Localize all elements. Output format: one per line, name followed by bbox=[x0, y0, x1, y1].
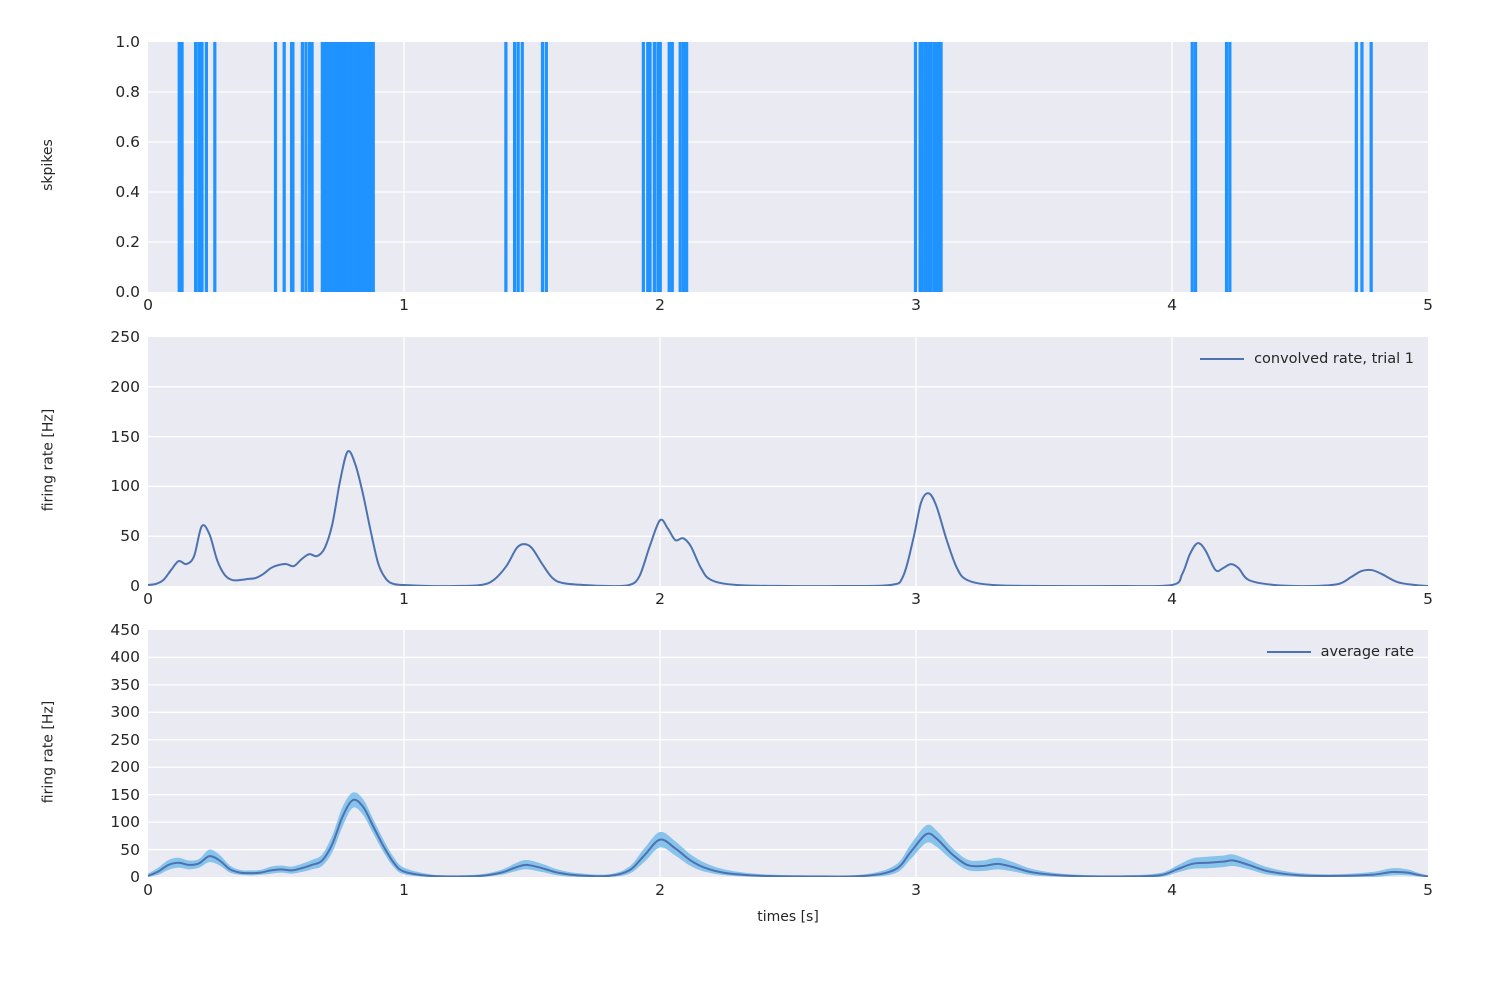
ylabel-middle: firing rate [Hz] bbox=[40, 408, 56, 511]
xtick-label-top-3: 3 bbox=[911, 296, 921, 314]
xtick-label-bottom-3: 3 bbox=[911, 881, 921, 899]
ytick-label-bottom-5: 250 bbox=[110, 730, 140, 749]
ytick-label-top-2: 0.4 bbox=[115, 183, 140, 201]
legend-label: average rate bbox=[1320, 644, 1414, 660]
gridlines-bottom bbox=[148, 630, 1428, 877]
xtick-label-bottom-2: 2 bbox=[655, 881, 665, 899]
xtick-label-top-2: 2 bbox=[655, 296, 665, 314]
ytick-label-bottom-2: 100 bbox=[110, 813, 140, 832]
ytick-label-bottom-1: 50 bbox=[120, 840, 140, 859]
ytick-label-middle-4: 200 bbox=[110, 377, 140, 396]
confidence-band bbox=[148, 792, 1428, 877]
legend-label: convolved rate, trial 1 bbox=[1254, 351, 1414, 367]
ytick-label-middle-1: 50 bbox=[120, 527, 140, 546]
ytick-label-bottom-9: 450 bbox=[110, 621, 140, 639]
ytick-label-middle-5: 250 bbox=[110, 328, 140, 346]
xtick-label-top-4: 4 bbox=[1167, 296, 1177, 314]
legend-line-swatch bbox=[1266, 651, 1311, 653]
xtick-label-middle-1: 1 bbox=[399, 590, 409, 608]
legend-line-swatch bbox=[1200, 358, 1245, 360]
ytick-label-bottom-6: 300 bbox=[110, 703, 140, 722]
series-line-0 bbox=[148, 449, 1428, 586]
gridlines-middle bbox=[148, 337, 1428, 586]
plot-area-bottom bbox=[148, 630, 1428, 877]
xtick-label-bottom-4: 4 bbox=[1167, 881, 1177, 899]
ytick-label-bottom-4: 200 bbox=[110, 758, 140, 777]
spike-raster bbox=[177, 42, 1373, 292]
xtick-label-middle-2: 2 bbox=[655, 590, 665, 608]
ytick-label-bottom-7: 350 bbox=[110, 675, 140, 694]
xtick-label-middle-0: 0 bbox=[143, 590, 153, 608]
xtick-label-bottom-0: 0 bbox=[143, 881, 153, 899]
ytick-label-top-4: 0.8 bbox=[115, 83, 140, 101]
ylabel-bottom: firing rate [Hz] bbox=[40, 700, 56, 803]
ytick-label-top-3: 0.6 bbox=[115, 133, 140, 151]
xtick-label-bottom-1: 1 bbox=[399, 881, 409, 899]
ytick-label-top-5: 1.0 bbox=[115, 33, 140, 51]
ytick-label-middle-2: 100 bbox=[110, 477, 140, 496]
ytick-label-middle-3: 150 bbox=[110, 427, 140, 446]
ylabel-top: skpikes bbox=[40, 139, 56, 191]
xtick-label-middle-4: 4 bbox=[1167, 590, 1177, 608]
plot-area-middle bbox=[148, 337, 1428, 586]
panel-top: 0.0 0.2 0.4 0.6 0.8 1.0 0 1 2 3 4 5 skpikes bbox=[40, 33, 1433, 314]
plot-area-top bbox=[148, 42, 1428, 292]
ytick-label-bottom-8: 400 bbox=[110, 648, 140, 667]
ytick-label-bottom-0: 0 bbox=[130, 868, 140, 886]
ytick-label-bottom-3: 150 bbox=[110, 785, 140, 804]
xtick-label-top-0: 0 bbox=[143, 296, 153, 314]
ytick-label-top-1: 0.2 bbox=[115, 233, 140, 251]
ytick-label-middle-0: 0 bbox=[130, 577, 140, 595]
xtick-label-bottom-5: 5 bbox=[1423, 881, 1433, 899]
legend-bottom: average rate bbox=[1266, 644, 1414, 660]
xtick-label-middle-3: 3 bbox=[911, 590, 921, 608]
xtick-label-top-5: 5 bbox=[1423, 296, 1433, 314]
xlabel-bottom: times [s] bbox=[757, 909, 819, 925]
panel-bottom: 0 50 100 150 200 250 300 350 400 450 0 1 2 3 4 5 firing … bbox=[40, 621, 1433, 925]
legend-middle: convolved rate, trial 1 bbox=[1200, 351, 1414, 367]
xtick-label-middle-5: 5 bbox=[1423, 590, 1433, 608]
ytick-label-top-0: 0.0 bbox=[115, 283, 140, 301]
series-line-0 bbox=[148, 798, 1428, 877]
panel-middle: 0 50 100 150 200 250 0 1 2 3 4 5 firing rate [Hz] con… bbox=[40, 328, 1433, 608]
xtick-label-top-1: 1 bbox=[399, 296, 409, 314]
